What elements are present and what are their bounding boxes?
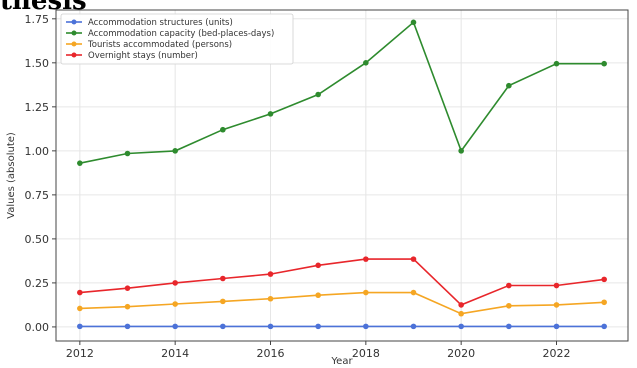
legend-entry: Accommodation structures (units) xyxy=(66,18,233,28)
legend-entry: Accommodation capacity (bed-places-days) xyxy=(66,29,274,39)
y-tick-label: 0.25 xyxy=(25,277,50,290)
y-tick-label: 1.75 xyxy=(25,13,50,26)
y-tick-label: 0.75 xyxy=(25,189,50,202)
data-point xyxy=(363,323,369,330)
data-point xyxy=(77,323,83,330)
data-point xyxy=(506,323,512,330)
data-point xyxy=(220,298,226,305)
y-tick-label: 1.50 xyxy=(25,57,50,70)
legend-label: Tourists accommodated (persons) xyxy=(87,40,232,50)
data-point xyxy=(601,299,607,306)
data-point xyxy=(315,91,321,98)
data-point xyxy=(124,303,131,310)
data-point xyxy=(363,289,369,296)
data-point xyxy=(220,323,226,330)
data-point xyxy=(77,160,83,166)
data-point xyxy=(601,323,607,330)
x-axis-label: Year xyxy=(330,356,353,367)
data-point xyxy=(267,271,274,277)
x-axis: 2012 2014 2016 2018 2020 2022 xyxy=(66,341,571,360)
y-axis: 0.00 0.25 0.50 0.75 1.00 1.25 1.50 1.75 xyxy=(25,13,56,334)
legend-label: Overnight stays (number) xyxy=(88,51,198,61)
data-point xyxy=(553,302,560,308)
data-point xyxy=(267,323,274,330)
y-tick-label: 0.50 xyxy=(25,233,50,246)
data-point xyxy=(458,302,464,308)
data-point xyxy=(363,256,369,262)
data-point xyxy=(124,323,131,330)
y-tick-label: 1.25 xyxy=(25,101,50,114)
page-title-fragment: thesis xyxy=(0,0,87,16)
series-1 xyxy=(77,323,607,330)
x-tick-label: 2020 xyxy=(447,347,475,360)
series-3 xyxy=(77,289,607,317)
legend-entry: Tourists accommodated (persons) xyxy=(66,40,232,50)
x-tick-label: 2018 xyxy=(352,347,380,360)
series-line xyxy=(79,291,605,315)
data-point xyxy=(363,60,369,66)
data-point xyxy=(315,323,321,330)
data-point xyxy=(458,310,464,317)
data-point xyxy=(506,282,512,289)
legend: Accommodation structures (units)Accommod… xyxy=(60,13,294,65)
data-point xyxy=(77,305,83,312)
legend-marker xyxy=(71,19,77,25)
data-point xyxy=(553,282,560,289)
y-axis-label: Values (absolute) xyxy=(6,132,17,219)
data-point xyxy=(267,111,274,117)
data-point xyxy=(315,262,321,269)
data-point xyxy=(410,323,417,330)
data-point xyxy=(220,275,226,282)
legend-label: Accommodation capacity (bed-places-days) xyxy=(88,29,274,39)
series-layer xyxy=(77,19,607,330)
series-4 xyxy=(77,256,607,308)
data-point xyxy=(553,323,560,330)
x-tick-label: 2014 xyxy=(161,347,189,360)
data-point xyxy=(124,285,131,291)
legend-box xyxy=(60,13,294,65)
legend-entry: Overnight stays (number) xyxy=(66,51,198,61)
series-line xyxy=(79,20,605,164)
y-tick-label: 0.00 xyxy=(25,321,50,334)
data-point xyxy=(220,126,226,133)
data-point xyxy=(267,295,274,302)
series-line xyxy=(79,258,605,306)
data-point xyxy=(410,289,417,296)
data-point xyxy=(124,150,131,157)
x-tick-label: 2022 xyxy=(543,347,571,360)
data-point xyxy=(506,82,512,89)
data-point xyxy=(172,148,178,154)
data-point xyxy=(601,276,607,283)
legend-marker xyxy=(71,41,77,47)
x-tick-label: 2012 xyxy=(66,347,94,360)
legend-label: Accommodation structures (units) xyxy=(88,18,233,28)
data-point xyxy=(77,289,83,296)
data-point xyxy=(458,323,464,330)
data-point xyxy=(315,292,321,299)
x-tick-label: 2016 xyxy=(257,347,285,360)
data-point xyxy=(410,19,417,26)
data-point xyxy=(410,256,417,262)
data-point xyxy=(458,148,464,154)
data-point xyxy=(172,280,178,286)
data-point xyxy=(506,302,512,309)
data-point xyxy=(172,323,178,330)
y-tick-label: 1.00 xyxy=(25,145,50,158)
legend-marker xyxy=(71,30,77,36)
plot-frame xyxy=(55,9,629,342)
series-2 xyxy=(77,19,607,166)
legend-marker xyxy=(71,52,77,58)
data-point xyxy=(601,60,607,67)
data-point xyxy=(553,60,560,67)
data-point xyxy=(172,301,178,307)
